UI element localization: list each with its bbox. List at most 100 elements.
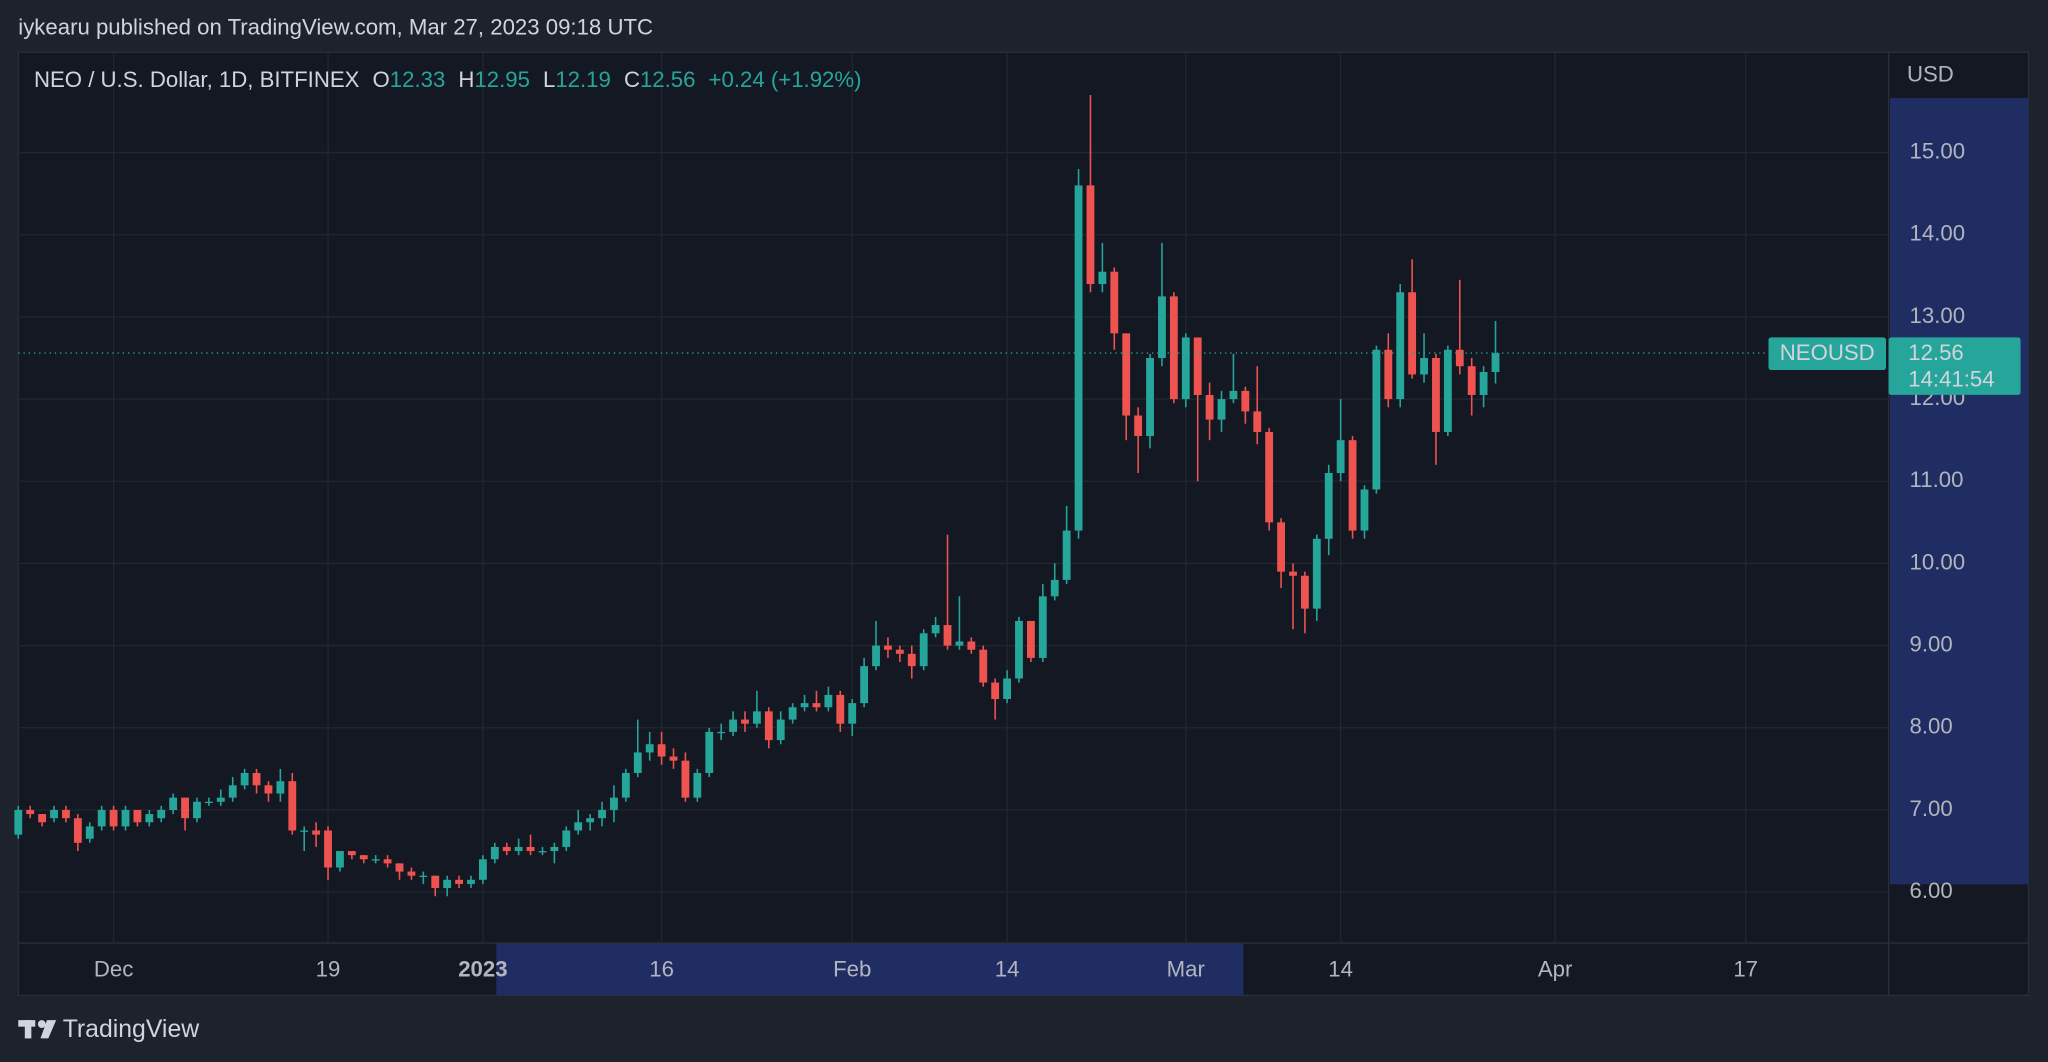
candle-body [1289, 571, 1297, 576]
candle-body [109, 809, 118, 827]
candle-body [395, 863, 404, 872]
candle-body [752, 711, 761, 724]
symbol-tag-box [1768, 337, 1887, 371]
candle-body [300, 830, 309, 832]
candle-body [1265, 431, 1274, 523]
bar-countdown: 14:41:54 [1908, 366, 1994, 391]
candle-body [729, 719, 737, 732]
candle-body [252, 772, 261, 786]
candle-body [1205, 394, 1214, 420]
candle-body [848, 703, 857, 724]
candle-body [240, 772, 249, 786]
candle-body [562, 830, 571, 847]
y-tick-label: 6.00 [1910, 878, 1953, 903]
x-tick-label: Feb [833, 956, 871, 981]
y-tick-label: 11.00 [1910, 467, 1964, 492]
candle-body [621, 772, 630, 798]
symbol-tag: NEOUSD [1780, 340, 1875, 365]
candle-body [967, 641, 976, 650]
candle-body [216, 797, 225, 802]
time-range-highlight [496, 943, 1244, 996]
candle-body [657, 744, 666, 757]
candle-body [991, 682, 1000, 700]
candle-body [1217, 399, 1226, 420]
x-tick-label: 16 [649, 956, 674, 981]
candle-body [502, 846, 511, 852]
candle-body [681, 760, 690, 798]
chart-panel [17, 51, 2030, 996]
legend-low: 12.19 [555, 67, 611, 92]
price-tag-value: 12.56 [1908, 340, 1964, 365]
candle-body [1086, 185, 1095, 285]
candle-body [788, 707, 797, 720]
candle-body [431, 875, 440, 889]
candle-body [1253, 411, 1262, 432]
candle-body [574, 822, 583, 831]
candle-body [669, 756, 678, 761]
brand-logo [18, 1020, 57, 1039]
candles [14, 95, 1500, 897]
candle-body [1229, 390, 1238, 400]
candle-body [586, 818, 595, 823]
candle-body [312, 830, 321, 835]
candle-body [824, 694, 833, 708]
candle-body [50, 809, 58, 819]
currency-label: USD [1907, 62, 1954, 87]
legend-letter: L [543, 67, 555, 92]
candle-body [741, 719, 749, 724]
candle-body [324, 830, 332, 868]
candle-body [1396, 292, 1405, 400]
y-tick-label: 13.00 [1910, 303, 1966, 328]
y-tick-label: 7.00 [1910, 796, 1953, 821]
candle-body [181, 797, 189, 819]
candle-body [895, 649, 904, 654]
candle-body [443, 879, 452, 889]
candle-body [478, 859, 487, 880]
candle-body [645, 744, 654, 753]
candle-body [1491, 353, 1500, 372]
candle-body [1455, 349, 1464, 367]
candle-body [764, 711, 773, 741]
candle-body [1110, 271, 1119, 334]
candle-body [73, 818, 82, 843]
candle-body [1336, 440, 1345, 474]
x-tick-label: 17 [1733, 956, 1758, 981]
candle-body [336, 851, 344, 868]
candle-body [1158, 296, 1166, 358]
x-tick-label: 14 [995, 956, 1020, 981]
candle-body [860, 666, 869, 704]
candle-body [1420, 357, 1428, 375]
candle-body [1372, 349, 1381, 490]
candle-body [1038, 596, 1047, 658]
x-tick-label: 14 [1328, 956, 1353, 981]
candle-body [1181, 337, 1190, 400]
candle-body [193, 801, 201, 819]
candle-body [288, 781, 297, 831]
candle-body [1277, 522, 1285, 572]
axes: 6.007.008.009.0010.0011.0012.0013.0014.0… [94, 138, 1965, 981]
candle-body [347, 851, 356, 856]
candle-body [884, 645, 892, 650]
candle-body [490, 846, 499, 860]
candle-body [1300, 575, 1309, 609]
candle-body [633, 752, 642, 773]
candle-body [145, 814, 154, 823]
x-tick-label: Dec [94, 956, 133, 981]
candle-body [931, 625, 940, 634]
candle-body [526, 846, 535, 852]
candle-body [705, 731, 714, 773]
candle-body [85, 826, 94, 839]
candle-body [610, 797, 618, 810]
candle-body [228, 785, 237, 798]
candle-body [1467, 366, 1476, 395]
candle-body [1408, 292, 1417, 375]
candle-body [776, 719, 785, 741]
y-tick-label: 10.00 [1910, 549, 1966, 574]
candle-body [979, 649, 988, 683]
candle-body [1241, 390, 1250, 412]
legend-title: NEO / U.S. Dollar, 1D, BITFINEX [34, 67, 360, 92]
candle-body [800, 703, 809, 708]
x-tick-label: Mar [1167, 956, 1206, 981]
candle-body [1348, 440, 1357, 531]
candle-body [38, 814, 47, 823]
